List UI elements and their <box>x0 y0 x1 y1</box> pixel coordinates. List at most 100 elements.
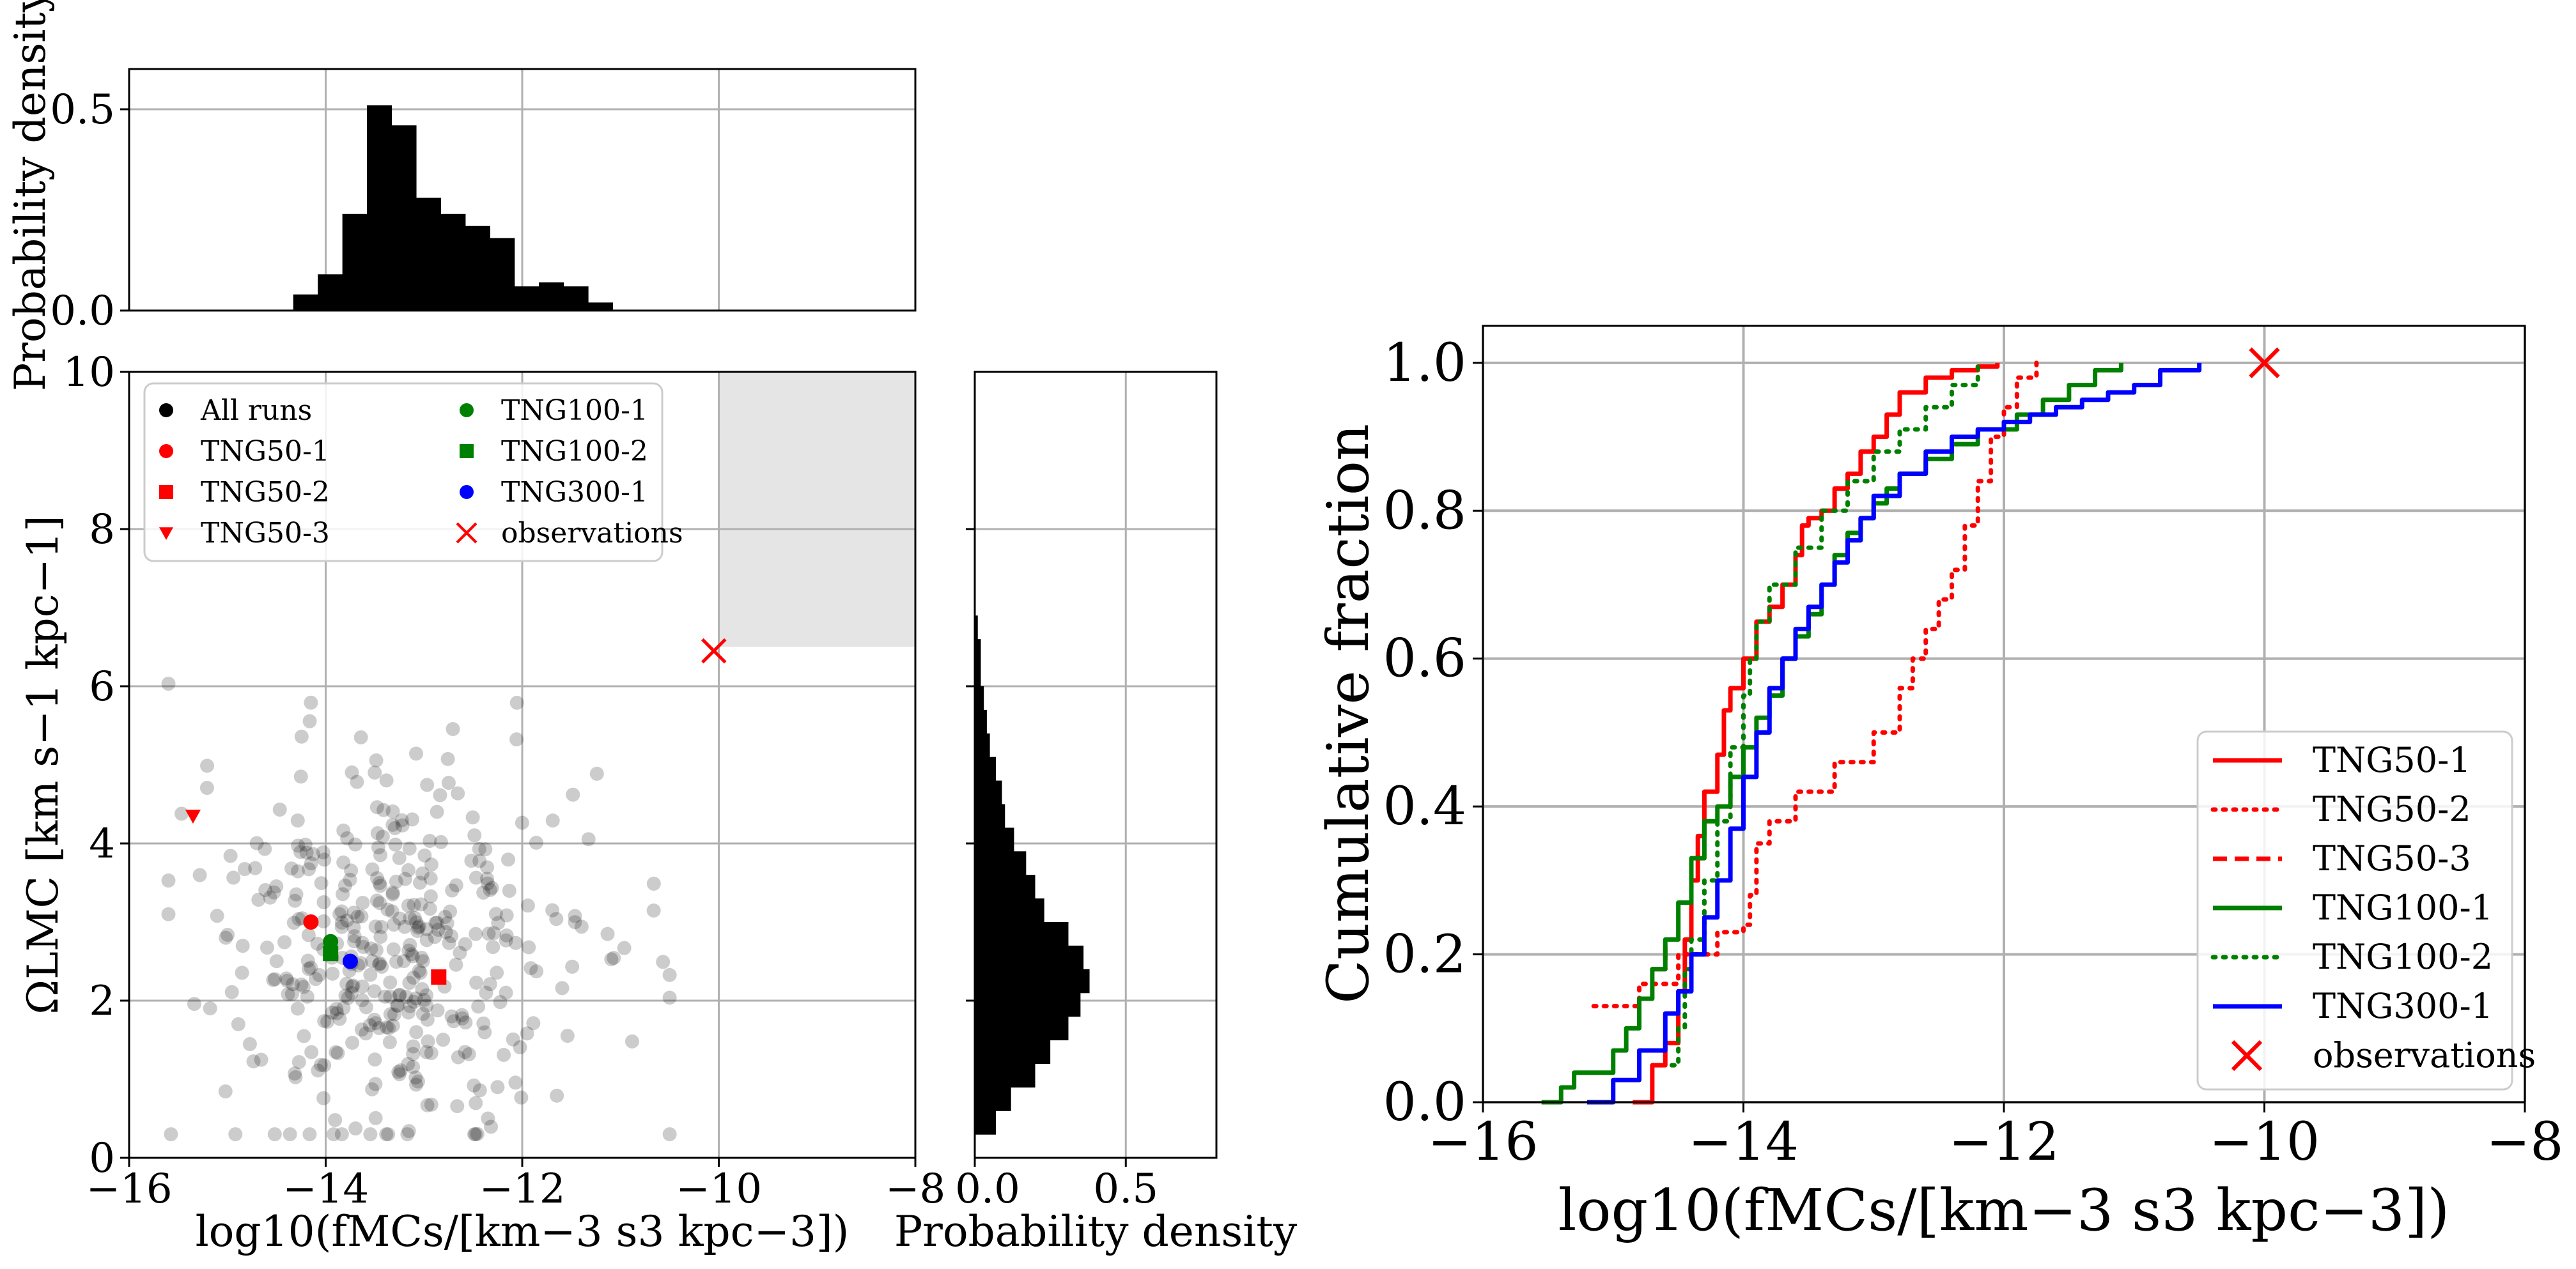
legend-marker <box>2231 1040 2263 1072</box>
scatter-xtick-label-0: −16 <box>86 1165 172 1213</box>
right-xticks: 0.0 0.5 <box>955 1158 1158 1213</box>
all-runs-point <box>301 928 316 942</box>
right-bar-10 <box>975 875 1036 899</box>
all-runs-point <box>348 1121 363 1136</box>
all-runs-point <box>336 1001 351 1015</box>
all-runs-point <box>393 1063 408 1078</box>
all-runs-point <box>401 898 415 913</box>
legend-label: TNG300-1 <box>2313 986 2493 1026</box>
all-runs-point <box>412 964 426 978</box>
scatter-xtick-label-3: −10 <box>676 1165 762 1213</box>
all-runs-point <box>420 1098 435 1112</box>
right-bar-21 <box>975 615 978 640</box>
all-runs-point <box>407 898 421 912</box>
all-runs-point <box>382 1020 396 1035</box>
all-runs-point <box>199 781 214 796</box>
all-runs-point <box>656 955 671 969</box>
all-runs-point <box>662 967 677 982</box>
all-runs-point <box>354 909 369 924</box>
scatter-legend-item-tng50-1: TNG50-1 <box>159 435 330 468</box>
all-runs-point <box>467 1078 481 1093</box>
top-bar-0 <box>293 294 318 311</box>
all-runs-point <box>458 1045 472 1059</box>
all-runs-point <box>403 911 417 926</box>
all-runs-point <box>419 988 434 1003</box>
legend-marker <box>159 485 173 499</box>
all-runs-point <box>263 890 277 905</box>
all-runs-point <box>469 870 483 885</box>
top-bar-4 <box>391 125 417 311</box>
all-runs-point <box>441 776 456 790</box>
all-runs-point <box>391 1065 406 1079</box>
right-bar-13 <box>975 804 1005 828</box>
all-runs-point <box>646 904 661 918</box>
all-runs-point <box>423 889 438 904</box>
all-runs-point <box>286 916 301 930</box>
right-bar-19 <box>975 663 981 687</box>
legend-marker <box>460 403 474 417</box>
all-runs-point <box>423 871 438 886</box>
all-runs-point <box>388 837 403 852</box>
right-histogram-panel: 0.0 0.5 Probability density <box>894 371 1298 1256</box>
all-runs-point <box>334 915 349 930</box>
all-runs-point <box>574 919 589 934</box>
all-runs-point <box>392 988 407 1003</box>
all-runs-point <box>362 1018 377 1033</box>
legend-marker <box>456 522 477 544</box>
all-runs-point <box>617 941 632 955</box>
all-runs-point <box>300 953 315 968</box>
all-runs-point <box>453 946 467 960</box>
all-runs-point <box>336 855 351 870</box>
all-runs-point <box>406 1039 421 1054</box>
all-runs-point <box>385 904 400 919</box>
all-runs-point <box>381 1127 396 1142</box>
all-runs-point <box>446 1014 461 1029</box>
all-runs-point <box>488 907 503 921</box>
all-runs-point <box>497 1047 511 1062</box>
all-runs-point <box>560 1029 575 1043</box>
all-runs-point <box>291 838 306 853</box>
all-runs-point <box>373 848 388 863</box>
top-axes-frame <box>128 68 917 312</box>
all-runs-point <box>493 995 508 1010</box>
top-bar-2 <box>342 213 368 311</box>
all-runs-point <box>291 1055 306 1070</box>
all-runs-point <box>395 818 410 833</box>
all-runs-point <box>662 990 677 1005</box>
scatter-yticks: 0 2 4 6 8 10 <box>63 349 129 1182</box>
cum-xtick-label-4: −8 <box>2487 1112 2564 1173</box>
all-runs-point <box>401 1124 416 1139</box>
all-runs-point <box>470 1127 485 1141</box>
cum-legend-item-tng50-2: TNG50-2 <box>2210 789 2471 829</box>
all-runs-point <box>372 875 387 890</box>
all-runs-point <box>444 929 459 944</box>
all-runs-point <box>228 1127 243 1142</box>
scatter-ytick-label-1: 2 <box>89 978 115 1025</box>
all-runs-point <box>368 919 383 934</box>
all-runs-point <box>290 864 305 879</box>
all-runs-point <box>293 845 308 859</box>
all-runs-point <box>469 975 484 990</box>
top-bar-11 <box>563 286 589 311</box>
all-runs-point <box>355 979 369 994</box>
all-runs-point <box>373 930 388 944</box>
all-runs-point <box>280 973 295 988</box>
all-runs-point <box>479 985 493 1000</box>
all-runs-point <box>293 769 308 784</box>
all-runs-point <box>604 952 619 967</box>
all-runs-point <box>472 1083 487 1098</box>
cum-legend-item-observations: observations <box>2231 1035 2536 1075</box>
all-runs-point <box>329 1045 343 1059</box>
all-runs-point <box>515 815 529 830</box>
all-runs-point <box>499 908 514 923</box>
point-tng50-3 <box>185 810 201 824</box>
all-runs-point <box>347 929 362 944</box>
right-xlabel: Probability density <box>894 1207 1298 1256</box>
scatter-xtick-label-1: −14 <box>283 1165 369 1213</box>
all-runs-point <box>375 829 390 844</box>
all-runs-point <box>277 935 292 950</box>
all-runs-point <box>373 956 387 971</box>
all-runs-point <box>509 695 524 710</box>
cumulative-panel: −16 −14 −12 −10 −8 0.0 0.2 0.4 0.6 0.8 1.0 log10(… <box>1315 325 2564 1244</box>
top-bar-6 <box>440 213 466 311</box>
